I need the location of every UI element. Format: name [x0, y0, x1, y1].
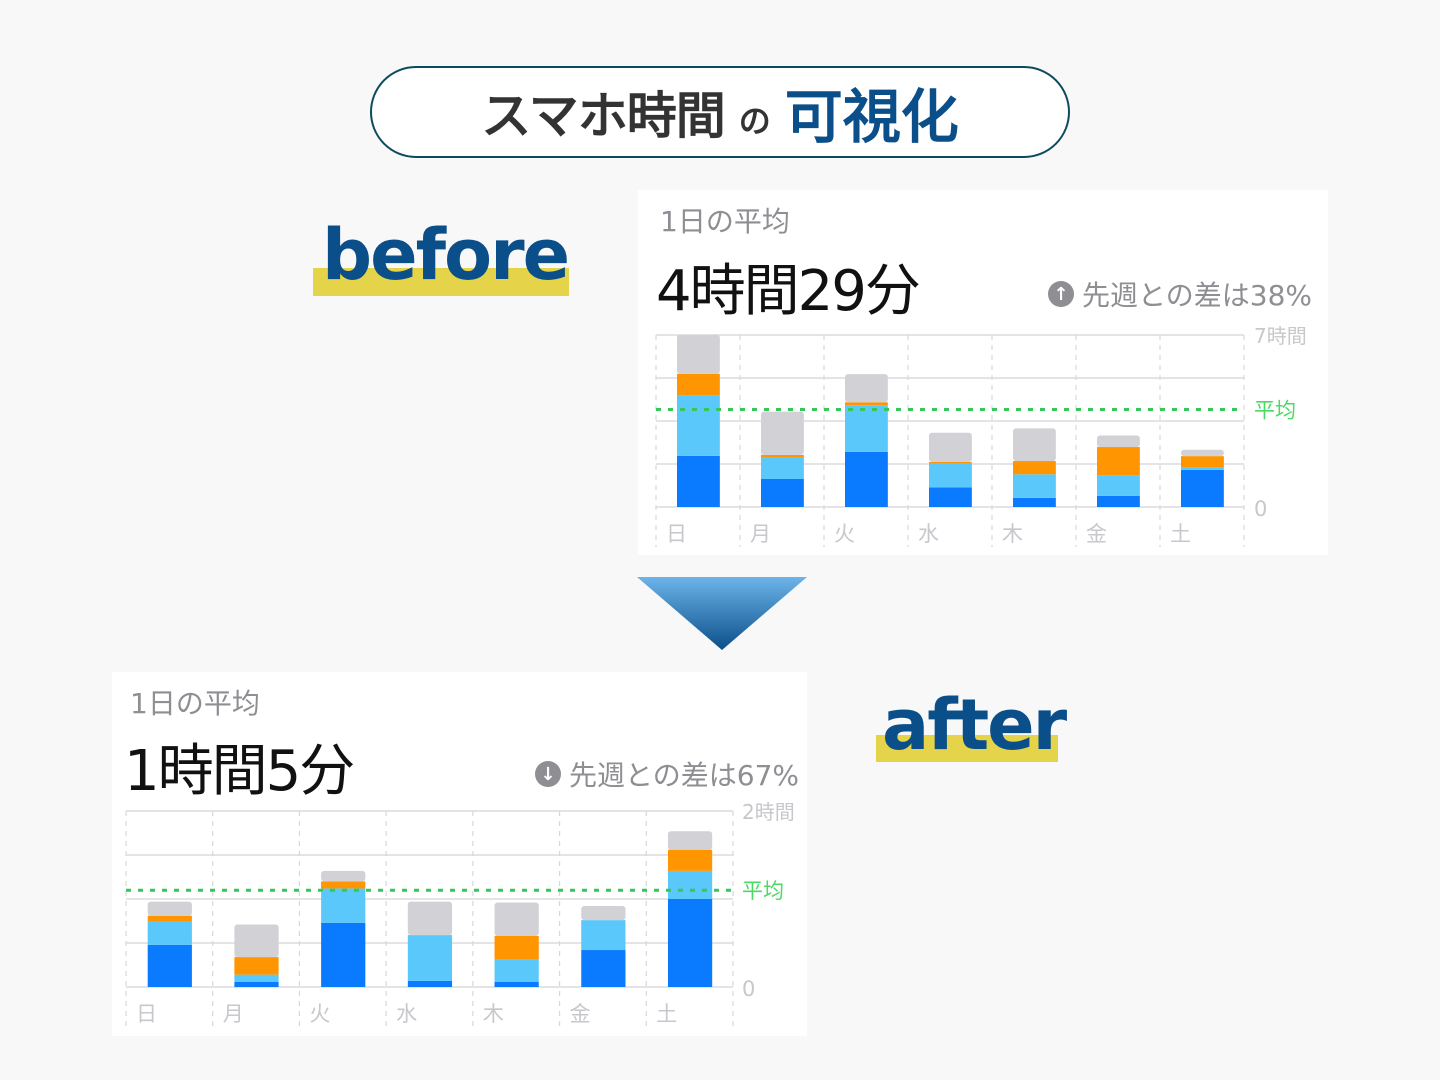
bar-segment: [1013, 474, 1056, 498]
bar-segment: [845, 405, 888, 452]
y-tick-label: 0: [1254, 497, 1267, 521]
bar-segment: [581, 950, 626, 987]
x-tick-label: 木: [1002, 522, 1023, 546]
bar-segment: [581, 906, 626, 921]
bar-segment: [929, 462, 972, 464]
bar-segment: [1181, 456, 1224, 468]
bar-segment: [667, 870, 713, 899]
bar-segment: [845, 374, 888, 403]
x-tick-label: 火: [309, 1002, 330, 1026]
bar-segment: [667, 831, 713, 850]
y-tick-label: 2時間: [742, 800, 795, 824]
arrow-up-circle-icon: ↑: [1048, 281, 1075, 307]
bar-segment: [1013, 428, 1056, 462]
bar-segment: [234, 957, 279, 975]
bar-segment: [321, 922, 366, 987]
bar-segment: [407, 935, 453, 981]
x-tick-label: 土: [656, 1002, 677, 1026]
bar-segment: [407, 980, 453, 987]
y-tick-label: 0: [742, 977, 755, 1001]
bar-segment: [494, 902, 539, 936]
bar-segment: [147, 901, 192, 916]
weekly-diff: ↑ 先週との差は38%: [1048, 274, 1312, 314]
average-label: 平均: [742, 879, 784, 903]
bar-segment: [147, 915, 192, 921]
bar-segment: [1013, 497, 1056, 507]
weekly-diff: ↓ 先週との差は67%: [535, 754, 799, 794]
x-tick-label: 木: [483, 1002, 504, 1026]
bar-segment: [677, 334, 720, 374]
after-highlight: [876, 735, 1058, 762]
x-tick-label: 火: [834, 522, 855, 546]
bar-segment: [677, 373, 720, 396]
x-tick-label: 日: [136, 1002, 157, 1026]
after-label: after: [882, 684, 1067, 766]
average-label: 平均: [1254, 398, 1296, 422]
bar-segment: [845, 402, 888, 406]
before-bar-chart: 日 月 火 水 木 金 土 平均 7時間 0: [655, 324, 1307, 547]
x-tick-label: 水: [396, 1002, 417, 1026]
daily-average-value: 1時間5分: [124, 739, 355, 804]
bar-segment: [1013, 461, 1056, 475]
weekly-diff-text: 先週との差は38%: [1082, 279, 1312, 312]
x-tick-label: 月: [750, 522, 771, 546]
x-tick-label: 水: [918, 522, 939, 546]
x-tick-label: 日: [666, 522, 687, 546]
bar-segment: [929, 487, 972, 507]
bar-segment: [321, 888, 366, 923]
bar-segment: [1181, 449, 1224, 457]
bar-segment: [1181, 467, 1224, 470]
arrow-down-circle-icon: ↓: [535, 761, 562, 787]
bar-segment: [761, 454, 804, 458]
bar-segment: [494, 959, 539, 982]
title-accent: 可視化: [784, 83, 959, 151]
bar-segment: [321, 870, 366, 882]
bar-segment: [667, 849, 713, 871]
y-tick-label: 7時間: [1254, 324, 1307, 348]
chart-title: 1日の平均: [660, 205, 790, 238]
bar-segment: [234, 924, 279, 958]
bar-segment: [677, 395, 720, 456]
bar-segment: [147, 944, 192, 987]
x-tick-label: 金: [1086, 522, 1107, 546]
bar-segment: [1097, 475, 1140, 496]
bar-segment: [1097, 495, 1140, 507]
before-highlight: [313, 268, 569, 296]
weekly-diff-text: 先週との差は67%: [569, 759, 799, 792]
bar-segment: [1097, 435, 1140, 448]
bar-segment: [234, 974, 279, 982]
title-particle: の: [738, 102, 771, 140]
bar-segment: [845, 451, 888, 507]
daily-average-value: 4時間29分: [656, 259, 921, 324]
chart-title: 1日の平均: [130, 687, 260, 720]
bar-segment: [761, 411, 804, 455]
bar-segment: [929, 463, 972, 488]
bar-segment: [677, 455, 720, 507]
bar-segment: [761, 478, 804, 507]
after-bar-chart: 日 月 火 水 木 金 土 平均 2時間 0: [125, 800, 795, 1027]
title-banner: スマホ時間 の 可視化: [370, 66, 1070, 158]
bar-segment: [147, 921, 192, 945]
x-tick-label: 金: [570, 1002, 591, 1026]
x-tick-label: 土: [1170, 522, 1191, 546]
before-label: before: [322, 214, 570, 296]
bar-segment: [234, 981, 279, 987]
before-chart-panel: 1日の平均 4時間29分 ↑ 先週との差は38% 日 月 火 水 木 金 土 平均 7時間 0: [638, 190, 1328, 555]
bar-segment: [494, 935, 539, 960]
bar-segment: [494, 981, 539, 987]
bar-segment: [407, 901, 453, 936]
bar-segment: [929, 432, 972, 463]
x-tick-label: 月: [223, 1002, 244, 1026]
bar-segment: [1181, 469, 1224, 507]
bar-segment: [667, 899, 713, 987]
title-main: スマホ時間: [481, 87, 725, 145]
after-chart-panel: 1日の平均 1時間5分 ↓ 先週との差は67% 日 月 火 水 木 金 土 平均 2時間 0: [112, 672, 807, 1036]
bar-segment: [1097, 447, 1140, 476]
bar-segment: [761, 457, 804, 479]
bar-segment: [581, 920, 626, 951]
bar-segment: [321, 881, 366, 889]
